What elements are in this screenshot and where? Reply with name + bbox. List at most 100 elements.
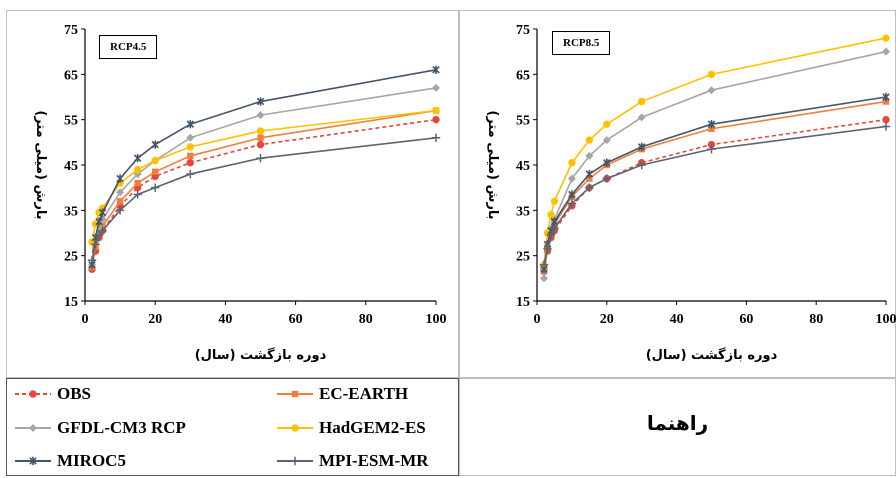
legend-swatch-marker [29,390,37,398]
rcp85-point-gfdl-cm3-rcp [539,274,548,283]
rcp85-point-miroc5 [637,142,646,152]
rcp85-x-tick-label: 0 [534,312,541,327]
rcp85-y-tick-label: 65 [516,68,530,83]
rcp45-point-miroc5 [98,208,107,217]
rcp85-point-hadgem2-es [638,97,646,106]
rcp45-point-ec-earth [134,179,141,187]
rcp85-x-tick-label: 80 [809,312,823,327]
rcp45-point-miroc5 [116,174,124,183]
rcp85-y-tick-label: 35 [516,204,530,219]
rcp85-point-mpi-esm-mr [543,244,552,254]
rcp85-point-miroc5 [882,92,890,102]
rcp85-x-tick-label: 40 [670,312,684,327]
legend-label-mpi: MPI-ESM-MR [319,451,429,470]
rcp85-point-obs [882,115,890,124]
rcp85-y-tick-label: 55 [516,114,530,129]
rcp45-point-miroc5 [256,97,265,106]
legend: OBS EC-EARTH GFDL-CM3 RCP HadGEM2-ES MIR… [6,378,459,476]
legend-swatch-obs [15,390,51,398]
rcp85-point-miroc5 [585,169,594,179]
rcp45-x-tick-label: 100 [426,312,447,327]
rcp45-point-hadgem2-es [256,127,265,135]
legend-item-gfdl: GFDL-CM3 RCP [13,417,186,439]
rcp45-point-gfdl-cm3-rcp [432,83,440,92]
rcp45-line-mpi-esm-mr [91,137,437,261]
legend-item-mpi: MPI-ESM-MR [275,450,429,472]
rcp85-point-mpi-esm-mr [881,122,891,131]
rcp85-series-miroc5 [540,92,890,274]
chart-title-rcp45: RCP4.5 [99,35,158,59]
rcp45-x-tick-label: 80 [359,312,373,327]
rcp85-line-miroc5 [543,96,887,270]
rcp45-y-tick-label: 55 [64,114,78,129]
rcp85-point-hadgem2-es [585,136,594,144]
legend-swatch-marker [29,456,37,466]
rcp45-x-tick-label: 20 [148,312,162,327]
rcp45-y-tick-label: 75 [64,23,78,38]
rcp45-point-mpi-esm-mr [151,183,160,192]
rcp85-point-mpi-esm-mr [567,199,577,208]
rcp45-line-gfdl-cm3-rcp [91,87,437,265]
rcp45-point-gfdl-cm3-rcp [116,188,125,197]
rcp85-series-hadgem2-es [540,34,890,269]
rcp45-point-mpi-esm-mr [94,231,104,240]
rcp85-series-gfdl-cm3-rcp [539,47,890,283]
rcp45-y-axis-label: بارش (میلی متر) [33,110,48,219]
rcp45-point-obs [432,115,440,124]
rcp45-y-tick-label: 45 [64,159,78,174]
rcp85-y-tick-label: 25 [516,250,530,265]
rcp85-x-tick-label: 20 [600,312,614,327]
legend-label-ec-earth: EC-EARTH [319,384,409,403]
rcp45-point-mpi-esm-mr [133,190,142,199]
rcp45-point-ec-earth [152,168,159,175]
rcp85-point-hadgem2-es [707,70,716,79]
rcp45-point-miroc5 [432,65,440,74]
rcp45-point-miroc5 [133,154,142,163]
rcp45-y-tick-label: 25 [64,250,78,265]
rcp45-point-ec-earth [257,134,264,141]
rcp85-point-mpi-esm-mr [707,144,716,154]
rcp85-point-ec-earth [708,125,715,132]
rcp45-point-gfdl-cm3-rcp [186,133,195,142]
rcp45-point-mpi-esm-mr [431,133,441,142]
legend-item-miroc5: MIROC5 [13,450,126,472]
rcp45-point-mpi-esm-mr [115,206,125,215]
chart-rcp85-svg: 15 25 35 45 55 65 75 0 20 40 60 80 100 دوره بازگشت (س… [485,23,896,363]
chart-panel-rcp85: 15 25 35 45 55 65 75 0 20 40 60 80 100 دوره بازگشت (س… [459,10,896,378]
rcp45-series-mpi-esm-mr [87,133,441,265]
rcp85-point-hadgem2-es [547,211,555,219]
rcp85-point-miroc5 [568,190,576,199]
rcp85-x-tick-label: 100 [876,312,896,327]
rcp85-point-gfdl-cm3-rcp [882,47,890,56]
legend-label-miroc5: MIROC5 [57,451,126,470]
rcp45-point-obs [256,140,265,149]
rcp45-point-miroc5 [186,120,195,129]
rcp45-y-tick-label: 65 [64,68,78,83]
rcp45-point-mpi-esm-mr [91,240,100,249]
legend-swatch-marker [290,456,300,466]
rcp45-x-axis-label: دوره بازگشت (سال) [195,347,327,363]
rcp85-point-gfdl-cm3-rcp [707,86,716,95]
rcp85-point-gfdl-cm3-rcp [602,136,611,145]
rcp85-y-tick-label: 45 [516,159,530,174]
legend-swatch-gfdl [15,424,51,432]
rcp85-line-hadgem2-es [543,37,887,265]
rcp45-point-hadgem2-es [151,156,159,165]
rcp85-point-gfdl-cm3-rcp [585,151,594,160]
rcp85-point-mpi-esm-mr [539,260,549,269]
rcp45-series-hadgem2-es [88,106,440,246]
rcp45-point-ec-earth [116,198,124,205]
rcp85-y-axis-label: بارش (میلی متر) [485,110,500,219]
legend-swatch-ec-earth [277,390,313,398]
legend-item-obs: OBS [13,383,91,405]
rcp85-y-tick-label: 15 [516,295,530,310]
rcp45-point-miroc5 [151,140,159,149]
chart-title-rcp85: RCP8.5 [552,31,611,55]
legend-label-gfdl: GFDL-CM3 RCP [57,418,186,437]
rcp45-point-mpi-esm-mr [186,169,195,179]
legend-swatch-marker [291,424,299,432]
rcp45-line-obs [91,118,437,270]
rcp85-x-tick-label: 60 [739,312,753,327]
rcp85-point-ec-earth [586,175,593,182]
rcp85-point-hadgem2-es [882,34,890,42]
